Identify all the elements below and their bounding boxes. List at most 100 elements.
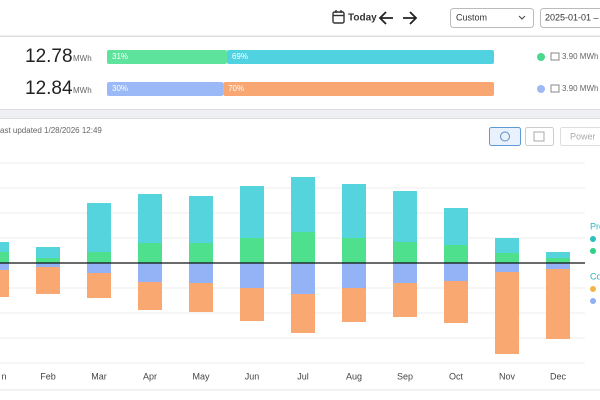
bar-segment: [444, 281, 468, 323]
x-tick-label: Apr: [143, 371, 157, 381]
last-updated: ast updated 1/28/2026 12:49: [0, 126, 102, 135]
view-toggle[interactable]: [525, 127, 554, 146]
toggle-icon: [500, 131, 510, 142]
x-tick-label: Nov: [499, 371, 516, 381]
bar-segment: [393, 191, 417, 242]
bar-segment: [36, 263, 60, 267]
bar-segment: [0, 263, 9, 270]
bar-segment: [36, 247, 60, 258]
legend-dot: [590, 236, 596, 242]
legend-dot: [537, 85, 545, 93]
x-tick-label: Oct: [449, 371, 464, 381]
power-button-text: Power: [570, 131, 596, 141]
bar-segment: [444, 208, 468, 245]
bar-segment: [138, 263, 162, 282]
x-tick-label: n: [1, 371, 6, 381]
bar-segment: [36, 258, 60, 263]
total-value: 12.78: [25, 46, 73, 67]
bar-segment: [546, 269, 570, 339]
today-button[interactable]: Today: [348, 13, 377, 24]
device-icon: [550, 52, 560, 61]
bar-segment: [138, 243, 162, 263]
total-value: 12.84: [25, 78, 73, 99]
side-label: 3.90 MWh: [562, 84, 598, 93]
chevron: [518, 15, 526, 20]
bar-segment: [393, 263, 417, 283]
bar-segment: [393, 242, 417, 263]
share-label: 69%: [232, 52, 248, 61]
x-tick-label: Jul: [297, 371, 309, 381]
bar-segment: [342, 263, 366, 288]
legend-group-label: Co: [590, 271, 600, 281]
bar-segment: [87, 263, 111, 273]
share-label: 70%: [228, 84, 244, 93]
bar-segment: [546, 263, 570, 269]
range-select[interactable]: [450, 8, 534, 28]
toggle-icon: [533, 131, 545, 142]
bar-segment: [444, 245, 468, 263]
bar-segment: [342, 238, 366, 263]
bar-segment: [291, 294, 315, 333]
bar-segment: [495, 238, 519, 253]
bar-segment: [240, 186, 264, 238]
bar-segment: [189, 263, 213, 283]
legend-dot: [590, 298, 596, 304]
bar-segment: [546, 252, 570, 258]
x-tick-label: Mar: [91, 371, 107, 381]
bar-segment: [189, 196, 213, 243]
bar-segment: [291, 263, 315, 294]
calendar-icon[interactable]: [332, 10, 345, 24]
bar-segment: [189, 243, 213, 263]
bar-segment: [87, 203, 111, 252]
bar-segment: [87, 273, 111, 298]
bar-segment: [444, 263, 468, 281]
x-tick-label: Dec: [550, 371, 567, 381]
power-button[interactable]: [560, 127, 600, 146]
total-unit: MWh: [73, 86, 92, 95]
share-bar: [226, 50, 494, 64]
bar-segment: [0, 270, 9, 297]
bar-segment: [0, 242, 9, 252]
x-tick-label: Jun: [245, 371, 260, 381]
bar-segment: [495, 253, 519, 263]
bar-segment: [546, 258, 570, 263]
share-bar: [223, 82, 494, 96]
nav-arrows[interactable]: [378, 11, 418, 25]
date-range-text: 2025-01-01 – 2: [545, 12, 600, 22]
bar-segment: [495, 272, 519, 354]
legend-dot: [537, 53, 545, 61]
share-bar: [107, 50, 227, 64]
bar-segment: [36, 267, 60, 294]
bar-segment: [393, 283, 417, 317]
bar-segment: [240, 238, 264, 263]
bar-segment: [342, 288, 366, 322]
date-range-box[interactable]: [540, 8, 600, 28]
bar-segment: [291, 232, 315, 263]
bar-segment: [240, 263, 264, 288]
legend-dot: [590, 248, 596, 254]
bar-segment: [495, 263, 519, 272]
range-select-text: Custom: [456, 12, 487, 22]
x-tick-label: Sep: [397, 371, 413, 381]
bar-segment: [138, 282, 162, 310]
bar-segment: [291, 177, 315, 232]
x-tick-label: Feb: [40, 371, 56, 381]
legend-dot: [590, 286, 596, 292]
bar-segment: [189, 283, 213, 312]
total-unit: MWh: [73, 54, 92, 63]
bar-segment: [0, 252, 9, 263]
share-label: 30%: [112, 84, 128, 93]
x-tick-label: May: [192, 371, 210, 381]
bar-segment: [138, 194, 162, 243]
device-icon: [550, 84, 560, 93]
x-tick-label: Aug: [346, 371, 362, 381]
share-label: 31%: [112, 52, 128, 61]
share-bar: [107, 82, 224, 96]
bar-segment: [342, 184, 366, 238]
legend-group-label: Pro: [590, 221, 600, 231]
view-toggle-active[interactable]: [489, 127, 521, 146]
side-label: 3.90 MWh: [562, 52, 598, 61]
bar-segment: [87, 252, 111, 263]
